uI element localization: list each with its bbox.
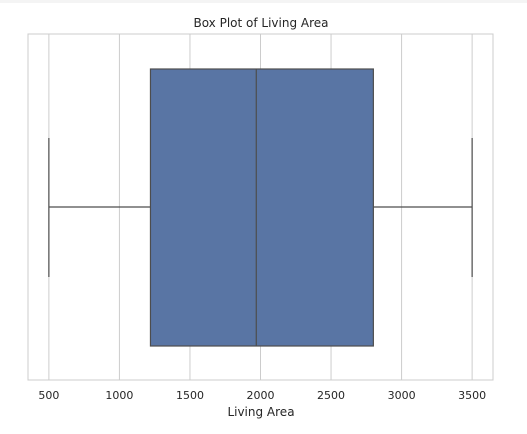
x-tick-label: 1000 — [105, 389, 133, 402]
x-tick-label: 2500 — [317, 389, 345, 402]
iqr-box — [149, 68, 374, 347]
x-tick-label: 500 — [38, 389, 59, 402]
x-tick-label: 3500 — [458, 389, 486, 402]
x-tick-labels: 500 1000 1500 2000 2500 3000 3500 — [38, 389, 486, 402]
x-tick-label: 1500 — [176, 389, 204, 402]
x-tick-label: 2000 — [247, 389, 275, 402]
chart-title: Box Plot of Living Area — [193, 16, 328, 30]
x-axis-label: Living Area — [227, 405, 294, 419]
plot-frame — [27, 33, 494, 381]
top-strip — [0, 0, 527, 3]
box-layer — [48, 68, 473, 347]
x-tick-label: 3000 — [388, 389, 416, 402]
